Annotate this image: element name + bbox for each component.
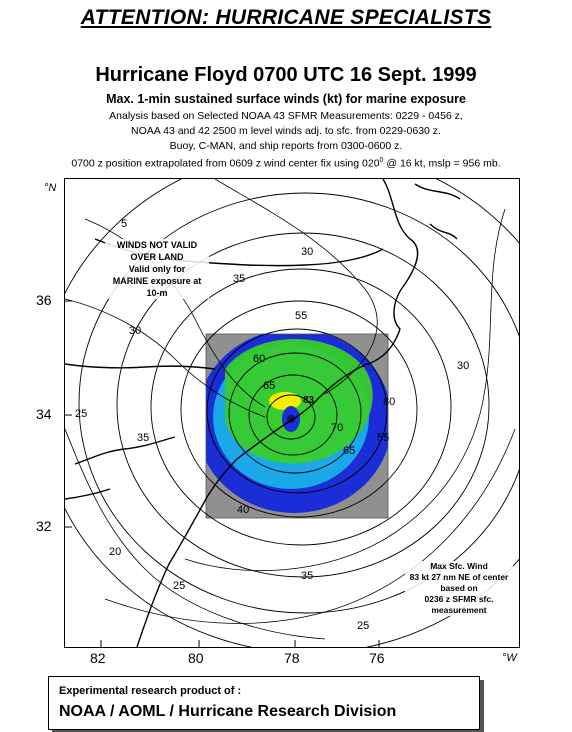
contour-label: 25 (357, 620, 369, 632)
lat-tick: 32 (36, 518, 52, 534)
contour-label: 25 (75, 408, 87, 420)
position-note-text: 0700 z position extrapolated from 0609 z… (71, 157, 380, 170)
position-note-text-2: @ 16 kt, mslp = 956 mb. (383, 157, 501, 170)
contour-label: 20 (109, 546, 121, 558)
contour-label-group: 5 30 35 55 60 65 70 65 55 80 30 35 25 40… (75, 218, 469, 632)
lat-tick: 36 (36, 292, 52, 308)
footer-line-1: Experimental research product of : (59, 685, 242, 697)
contour-label: 5 (121, 218, 127, 230)
max-wind-note: Max Sfc. Wind 83 kt 27 nm NE of center b… (405, 561, 513, 616)
land-warning-line: Valid only for (128, 264, 186, 274)
lat-unit: °N (44, 182, 57, 194)
map-subtitle: Max. 1-min sustained surface winds (kt) … (106, 92, 466, 106)
analysis-note-3: Buoy, C-MAN, and ship reports from 0300-… (169, 140, 403, 152)
max-wind-line: 0236 z SFMR sfc. (424, 594, 494, 604)
wind-analysis-map: 5 30 35 55 60 65 70 65 55 80 30 35 25 40… (64, 178, 520, 648)
coastline (65, 179, 461, 647)
graticule-ticks (65, 300, 380, 647)
land-warning-line: WINDS NOT VALID (116, 240, 198, 250)
lon-tick: 80 (188, 650, 204, 666)
contour-label: 30 (129, 325, 141, 337)
max-wind-line: measurement (431, 605, 487, 615)
lon-tick: 76 (369, 650, 385, 666)
max-wind-line: 83 kt 27 nm NE of center (409, 572, 509, 582)
contour-label: 35 (137, 432, 149, 444)
footer-credit-box: Experimental research product of : NOAA … (48, 676, 480, 730)
max-wind-line: based on (440, 583, 478, 593)
lon-tick: 82 (90, 650, 106, 666)
contour-label: 65 (343, 445, 355, 457)
contour-label: 55 (295, 310, 307, 322)
analysis-note-2: NOAA 43 and 42 2500 m level winds adj. t… (131, 125, 441, 137)
contour-label: 30 (301, 246, 313, 258)
contour-label: 40 (237, 504, 249, 516)
max-wind-line: Max Sfc. Wind (430, 561, 488, 571)
map-graphics: 5 30 35 55 60 65 70 65 55 80 30 35 25 40… (65, 179, 519, 647)
wind-yellow-zone (269, 392, 301, 410)
lat-tick: 34 (36, 406, 52, 422)
contour-label: 65 (263, 380, 275, 392)
land-warning-line: 10-m (146, 288, 168, 298)
storm-title: Hurricane Floyd 0700 UTC 16 Sept. 1999 (95, 64, 477, 86)
contour-label: 70 (331, 422, 343, 434)
attention-banner: ATTENTION: HURRICANE SPECIALISTS (80, 6, 492, 29)
degree-sup: 0 (379, 157, 384, 164)
contour-label: 55 (377, 432, 389, 444)
lon-tick: 78 (284, 650, 300, 666)
position-note: 0700 z position extrapolated from 0609 z… (0, 157, 572, 170)
contour-label: 30 (457, 360, 469, 372)
contour-label: 80 (383, 396, 395, 408)
contour-label: 35 (233, 273, 245, 285)
max-wind-marker: 83 (303, 395, 315, 406)
land-warning-line: OVER LAND (130, 252, 184, 262)
footer-line-2: NOAA / AOML / Hurricane Research Divisio… (59, 703, 397, 720)
contour-label: 25 (173, 580, 185, 592)
land-warning-label: WINDS NOT VALID OVER LAND Valid only for… (105, 239, 209, 299)
contour-label: 35 (301, 570, 313, 582)
analysis-note-1: Analysis based on Selected NOAA 43 SFMR … (109, 110, 463, 122)
land-warning-line: MARINE exposure at (112, 276, 202, 286)
contour-label: 60 (253, 353, 265, 365)
lon-unit: °W (502, 652, 517, 664)
sfmr-wind-field (206, 334, 388, 518)
